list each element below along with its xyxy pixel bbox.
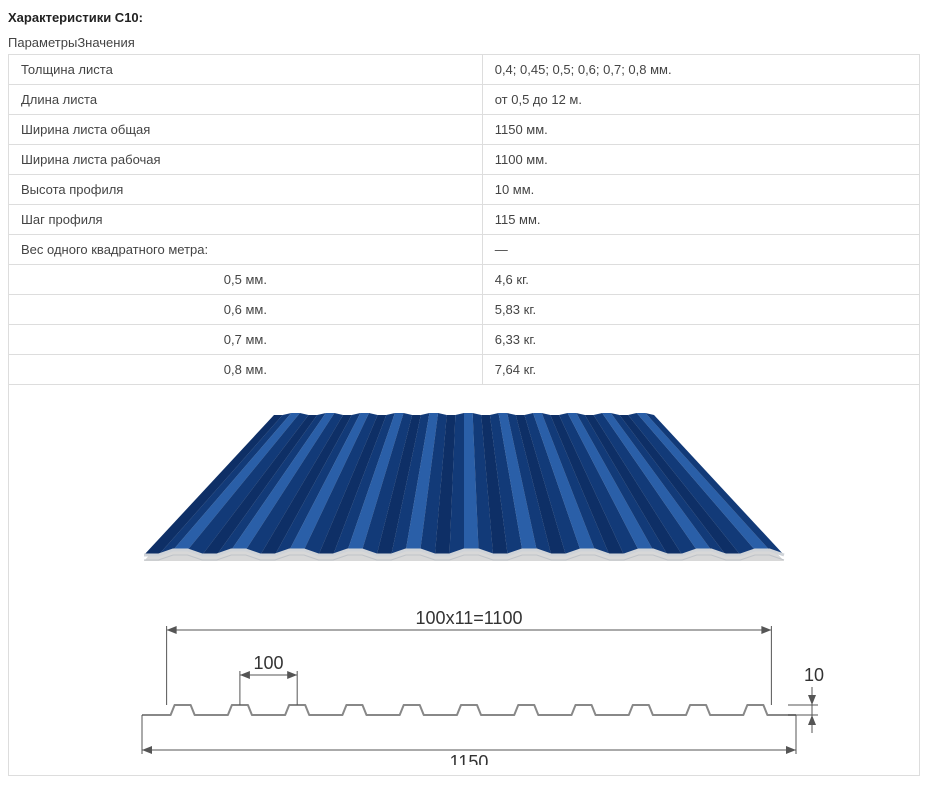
table-row: Высота профиля10 мм. [9, 175, 920, 205]
table-header-line: ПараметрыЗначения [8, 35, 920, 50]
table-row: 0,5 мм.4,6 кг. [9, 265, 920, 295]
param-cell: 0,7 мм. [9, 325, 483, 355]
param-cell: Длина листа [9, 85, 483, 115]
table-row: Ширина листа общая1150 мм. [9, 115, 920, 145]
table-row: Ширина листа рабочая1100 мм. [9, 145, 920, 175]
param-cell: Вес одного квадратного метра: [9, 235, 483, 265]
svg-text:1150: 1150 [450, 752, 489, 765]
param-cell: Толщина листа [9, 55, 483, 85]
value-cell: 7,64 кг. [482, 355, 919, 385]
value-cell: 0,4; 0,45; 0,5; 0,6; 0,7; 0,8 мм. [482, 55, 919, 85]
table-row: Шаг профиля115 мм. [9, 205, 920, 235]
svg-text:10: 10 [804, 665, 824, 685]
param-cell: 0,6 мм. [9, 295, 483, 325]
table-row: Толщина листа0,4; 0,45; 0,5; 0,6; 0,7; 0… [9, 55, 920, 85]
table-row: 0,6 мм.5,83 кг. [9, 295, 920, 325]
value-cell: 1100 мм. [482, 145, 919, 175]
value-cell: 5,83 кг. [482, 295, 919, 325]
svg-text:100: 100 [254, 653, 284, 673]
value-cell: 115 мм. [482, 205, 919, 235]
value-cell: от 0,5 до 12 м. [482, 85, 919, 115]
table-row: Длина листаот 0,5 до 12 м. [9, 85, 920, 115]
param-cell: Шаг профиля [9, 205, 483, 235]
param-cell: 0,8 мм. [9, 355, 483, 385]
value-cell: 4,6 кг. [482, 265, 919, 295]
value-cell: 1150 мм. [482, 115, 919, 145]
spec-table: Толщина листа0,4; 0,45; 0,5; 0,6; 0,7; 0… [8, 54, 920, 385]
param-cell: 0,5 мм. [9, 265, 483, 295]
value-cell: 6,33 кг. [482, 325, 919, 355]
table-row: 0,7 мм.6,33 кг. [9, 325, 920, 355]
profile-diagram: 100x11=1100 100 1150 10 [84, 405, 844, 765]
svg-text:100x11=1100: 100x11=1100 [416, 608, 523, 628]
param-cell: Высота профиля [9, 175, 483, 205]
diagram-container: 100x11=1100 100 1150 10 [8, 385, 920, 776]
value-cell: — [482, 235, 919, 265]
param-cell: Ширина листа рабочая [9, 145, 483, 175]
param-cell: Ширина листа общая [9, 115, 483, 145]
table-row: Вес одного квадратного метра:— [9, 235, 920, 265]
page-title: Характеристики С10: [8, 10, 920, 25]
header-params: Параметры [8, 35, 77, 50]
header-values: Значения [77, 35, 134, 50]
value-cell: 10 мм. [482, 175, 919, 205]
table-row: 0,8 мм.7,64 кг. [9, 355, 920, 385]
